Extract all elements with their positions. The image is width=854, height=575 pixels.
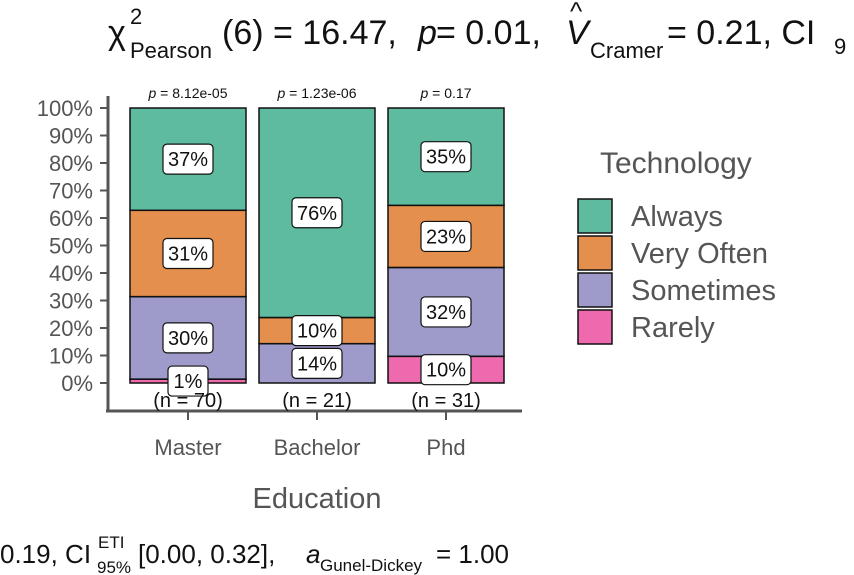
bar-n-label: (n = 21) [282, 390, 351, 412]
legend-swatch [577, 235, 613, 271]
x-axis-title: Education [253, 483, 382, 515]
bar-segment [129, 107, 247, 212]
caption-ci-sup: ETI [98, 533, 124, 552]
caption: 0.19, CI ETI 95% [0.00, 0.32], a Gunel-D… [0, 533, 509, 575]
title-v-sub: Cramer [590, 38, 663, 63]
legend-swatch [577, 309, 613, 345]
bar-label-box [291, 347, 343, 379]
y-tick-label: 90% [49, 124, 93, 149]
bar-value-label: 10% [426, 360, 466, 382]
legend-label: Sometimes [631, 275, 776, 307]
legend-title: Technology [600, 147, 752, 180]
legend-label: Very Often [631, 238, 768, 270]
bar-value-label: 14% [297, 353, 337, 375]
bar-label-box [162, 143, 214, 175]
legend-label: Rarely [631, 312, 715, 344]
caption-ci-sub: 95% [97, 558, 131, 575]
bar-value-label: 76% [297, 203, 337, 225]
y-tick-label: 100% [37, 96, 93, 121]
bar-label-box [420, 220, 472, 253]
bar-label-box [162, 322, 214, 354]
y-tick-label: 80% [49, 151, 93, 176]
bar-value-label: 35% [426, 147, 466, 169]
bar-p-value: p = 1.23e-06 [276, 85, 356, 101]
x-axis-ticks: Master Bachelor Phd [154, 411, 466, 460]
bar-label-box [291, 197, 343, 229]
bar-p-value: p = 0.17 [420, 85, 472, 101]
title-chi: χ [108, 14, 126, 52]
legend-swatch [577, 198, 613, 234]
bar-label-box [291, 315, 343, 347]
bar-value-label: 30% [168, 328, 208, 350]
bar-n-label: (n = 31) [411, 390, 480, 412]
chart-title: χ 2 Pearson (6) = 16.47, p = 0.01, V ^ C… [108, 0, 846, 63]
bar-label-box [420, 354, 472, 386]
title-v-value: = 0.21, CI [667, 14, 815, 52]
x-tick-label: Phd [426, 435, 465, 460]
y-tick-label: 0% [61, 371, 93, 396]
title-chi-sup: 2 [130, 4, 142, 29]
bar-label-box [162, 237, 214, 270]
bar-label-box [420, 141, 472, 173]
bar-stack-bachelor: 14% 10% 76% p = 1.23e-06 (n = 21) [258, 85, 376, 412]
bar-value-label: 10% [297, 321, 337, 343]
y-tick-label: 50% [49, 234, 93, 259]
title-p-value: = 0.01, [436, 14, 541, 52]
x-tick-label: Bachelor [274, 435, 361, 460]
bar-value-label: 37% [168, 149, 208, 171]
legend-swatch [577, 272, 613, 308]
bar-p-value: p = 8.12e-05 [147, 85, 227, 101]
caption-a-sub: Gunel-Dickey [320, 556, 423, 575]
y-tick-label: 70% [49, 179, 93, 204]
bar-stack-phd: 10% 32% 23% 35% p = 0.17 (n = 31) [387, 85, 505, 412]
caption-lead: 0.19, CI [0, 539, 91, 569]
title-v-hat: ^ [570, 0, 583, 26]
x-tick-label: Master [154, 435, 221, 460]
title-stat: (6) = 16.47, [222, 14, 397, 52]
y-tick-label: 40% [49, 261, 93, 286]
caption-range: [0.00, 0.32], [138, 539, 275, 569]
bar-label-box [167, 365, 209, 397]
title-chi-sub: Pearson [130, 38, 212, 63]
bar-value-label: 32% [426, 302, 466, 324]
bars: 1% 30% 31% 37% p = 8.12e-05 (n = 70) 14% 10% 76%… [129, 85, 505, 412]
y-tick-label: 10% [49, 344, 93, 369]
bar-stack-master: 1% 30% 31% 37% p = 8.12e-05 (n = 70) [129, 85, 247, 412]
y-tick-label: 60% [49, 206, 93, 231]
title-v-symbol: V [566, 14, 592, 52]
legend-label: Always [631, 201, 723, 233]
caption-a-symbol: a [306, 539, 320, 569]
y-tick-label: 30% [49, 289, 93, 314]
y-axis-ticks: 0%10% 20%30% 40%50% 60%70% 80%90% 100% [37, 96, 108, 396]
svg-text:χ: χ [108, 14, 126, 52]
bar-label-box [420, 296, 472, 328]
bar-value-label: 31% [168, 243, 208, 265]
y-tick-label: 20% [49, 316, 93, 341]
bar-n-label: (n = 70) [153, 390, 222, 412]
bar-value-label: 23% [426, 226, 466, 248]
title-p-symbol: p [417, 14, 437, 52]
title-ci-sub: 9 [834, 34, 846, 59]
caption-a-value: = 1.00 [436, 539, 509, 569]
bar-value-label: 1% [174, 371, 203, 393]
legend: Technology Always Very Often Sometimes Rare… [577, 147, 776, 345]
